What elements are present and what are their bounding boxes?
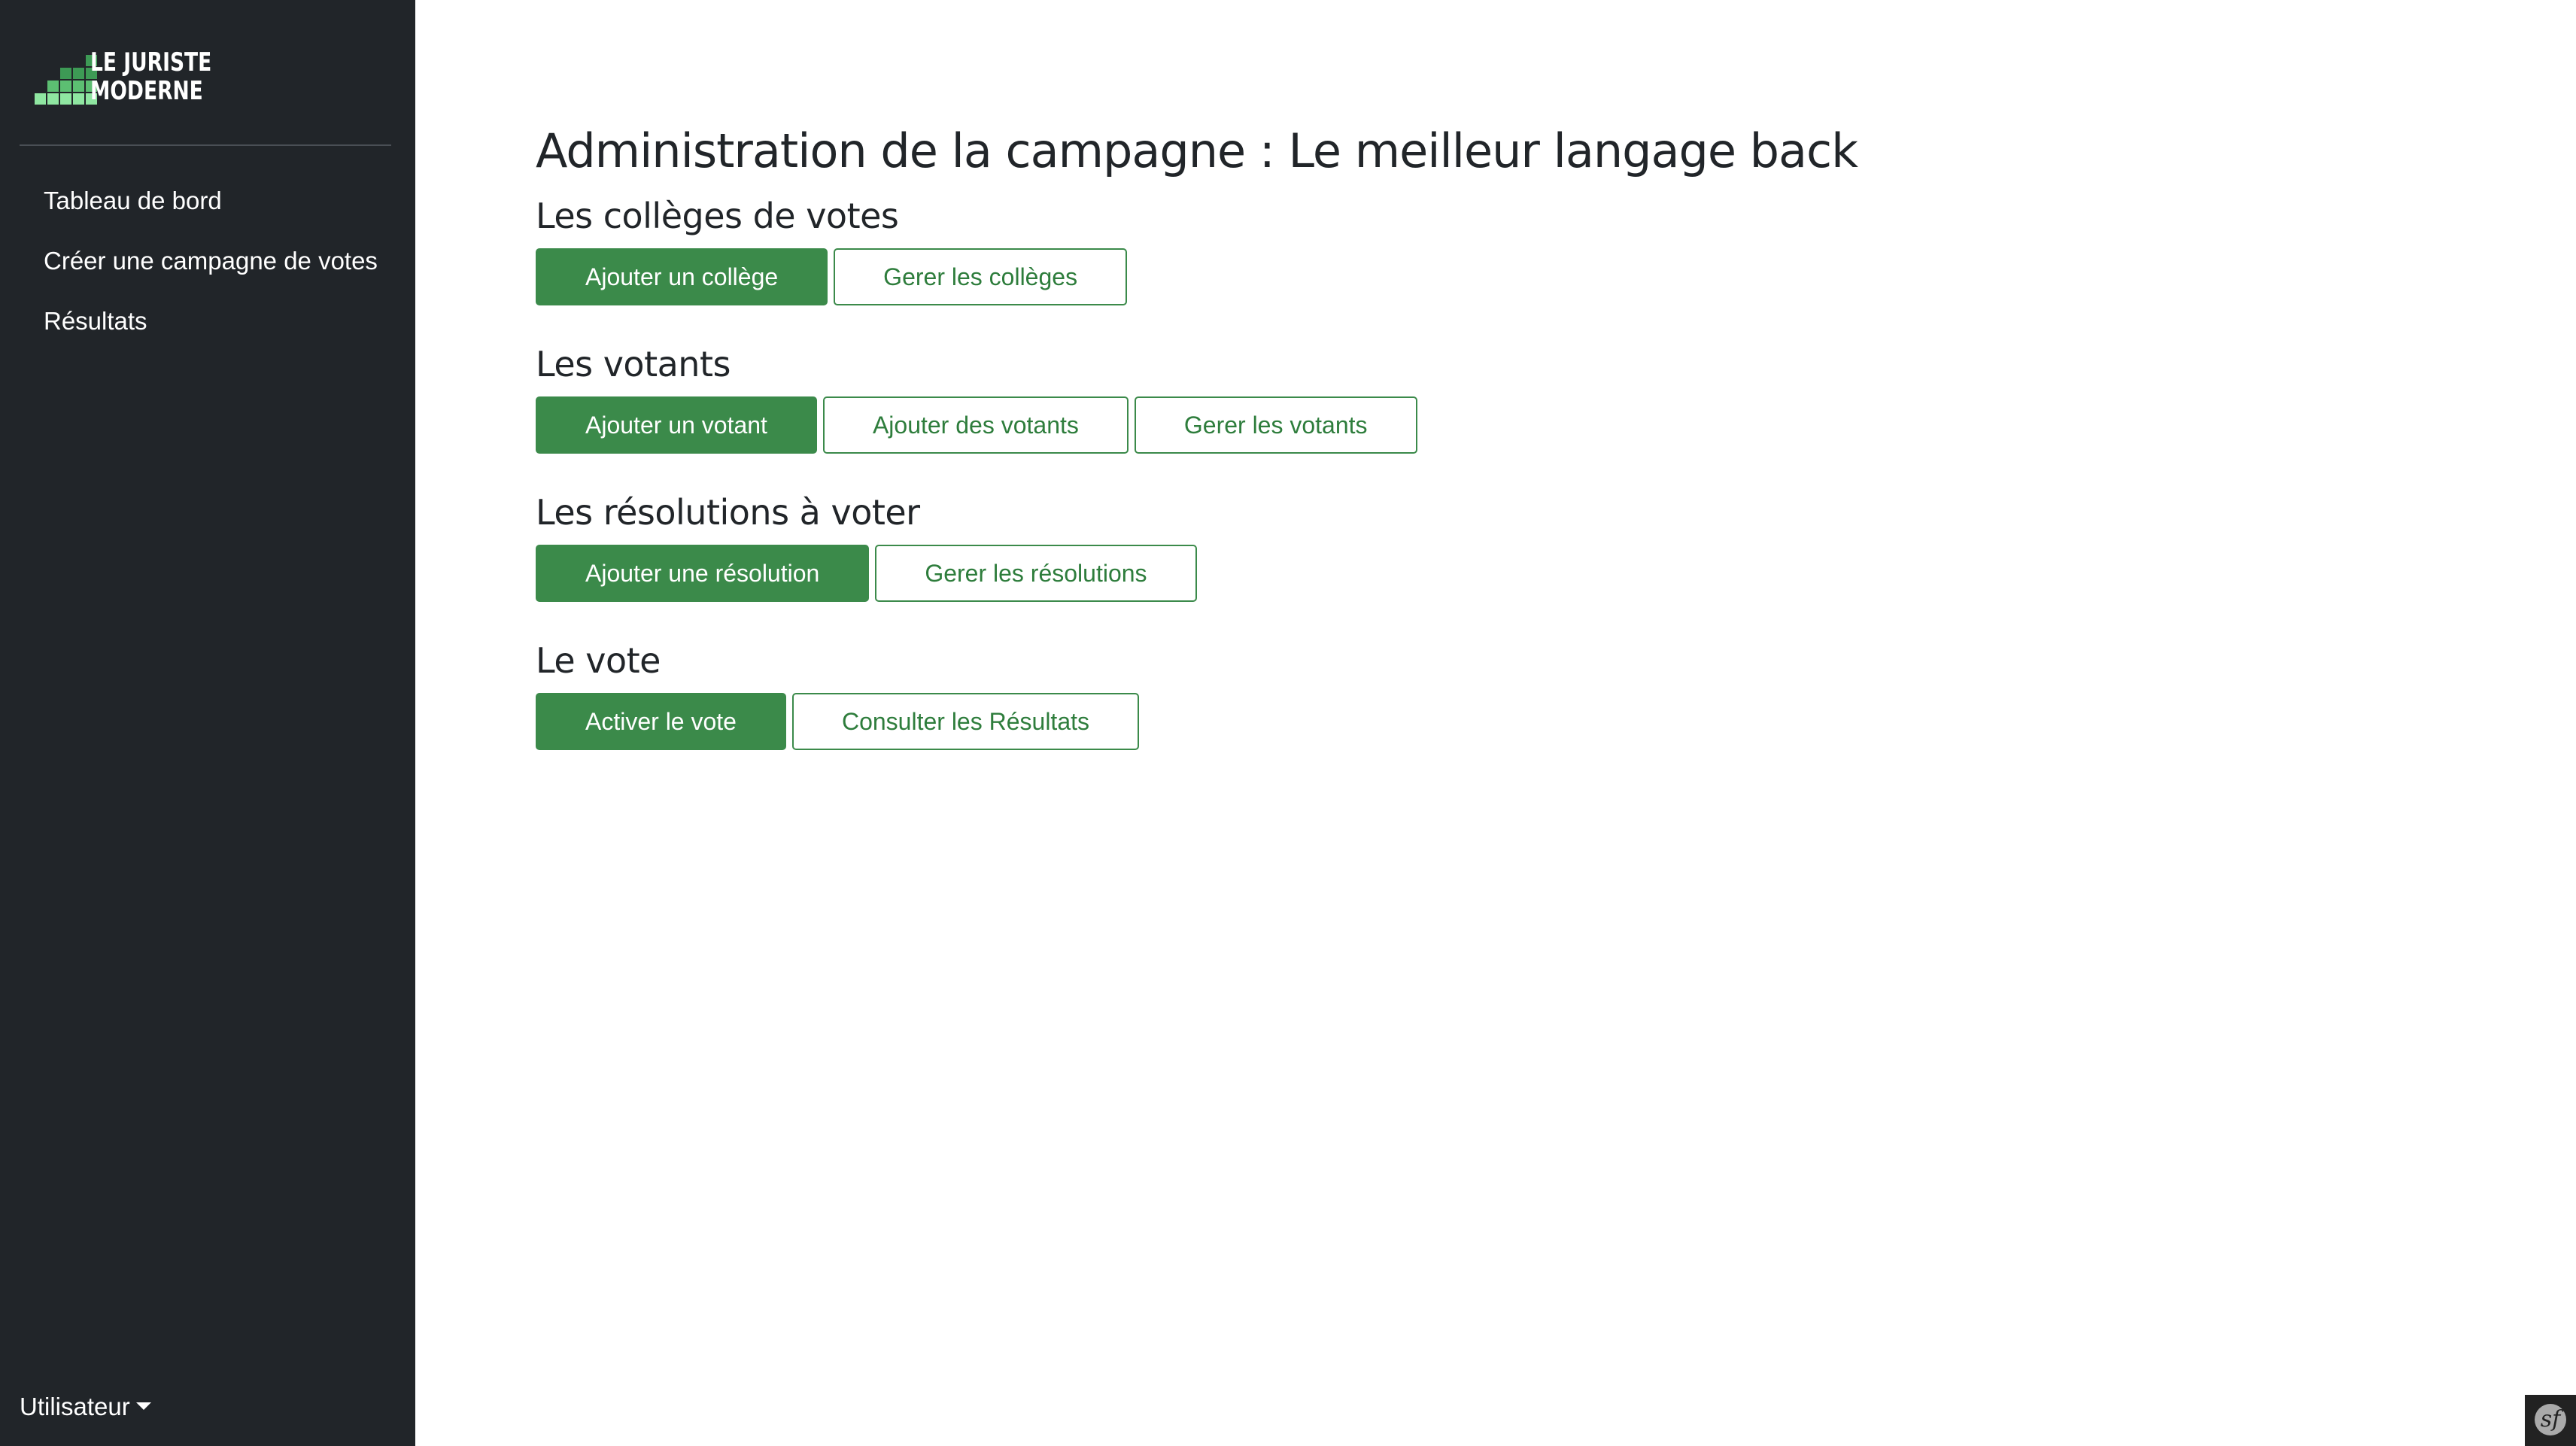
logo-bars-icon (35, 50, 97, 107)
section-voters: Les votants Ajouter un votant Ajouter de… (536, 342, 1417, 454)
section-title-colleges: Les collèges de votes (536, 196, 899, 236)
sidebar-item-results[interactable]: Résultats (44, 307, 147, 335)
button-row-resolutions: Ajouter une résolution Gerer les résolut… (536, 545, 1197, 602)
section-resolutions: Les résolutions à voter Ajouter une réso… (536, 491, 1197, 602)
button-row-voters: Ajouter un votant Ajouter des votants Ge… (536, 396, 1417, 454)
manage-colleges-button[interactable]: Gerer les collèges (834, 248, 1128, 305)
sidebar-item-create-campaign[interactable]: Créer une campagne de votes (44, 247, 378, 275)
sidebar-nav: Tableau de bord Créer une campagne de vo… (0, 178, 415, 358)
brand-wordmark: LE JURISTE MODERNE (90, 48, 211, 105)
section-title-voters: Les votants (536, 344, 731, 384)
sidebar: LE JURISTE MODERNE Tableau de bord Créer… (0, 0, 415, 1446)
brand-logo[interactable]: LE JURISTE MODERNE (35, 48, 211, 107)
manage-voters-button[interactable]: Gerer les votants (1134, 396, 1417, 454)
sidebar-divider (20, 144, 391, 146)
user-menu-label: Utilisateur (20, 1393, 130, 1420)
sidebar-item-dashboard[interactable]: Tableau de bord (44, 187, 222, 214)
button-row-colleges: Ajouter un collège Gerer les collèges (536, 248, 1128, 305)
add-resolution-button[interactable]: Ajouter une résolution (536, 545, 870, 602)
caret-down-icon (135, 1402, 151, 1411)
section-vote: Le vote Activer le vote Consulter les Ré… (536, 639, 1139, 750)
user-menu-toggle[interactable]: Utilisateur (20, 1390, 151, 1423)
manage-resolutions-button[interactable]: Gerer les résolutions (875, 545, 1197, 602)
add-voter-button[interactable]: Ajouter un votant (536, 396, 817, 454)
section-colleges: Les collèges de votes Ajouter un collège… (536, 194, 1128, 305)
brand-line-2: MODERNE (90, 76, 203, 106)
section-title-vote: Le vote (536, 640, 661, 681)
symfony-icon: sf (2535, 1404, 2566, 1435)
add-college-button[interactable]: Ajouter un collège (536, 248, 828, 305)
brand-line-1: LE JURISTE (90, 47, 212, 77)
activate-vote-button[interactable]: Activer le vote (536, 693, 786, 750)
add-voters-button[interactable]: Ajouter des votants (822, 396, 1129, 454)
page-title: Administration de la campagne : Le meill… (536, 123, 1858, 178)
view-results-button[interactable]: Consulter les Résultats (791, 693, 1139, 750)
section-title-resolutions: Les résolutions à voter (536, 492, 920, 533)
symfony-toolbar-toggle[interactable]: sf (2525, 1395, 2576, 1446)
button-row-vote: Activer le vote Consulter les Résultats (536, 693, 1139, 750)
